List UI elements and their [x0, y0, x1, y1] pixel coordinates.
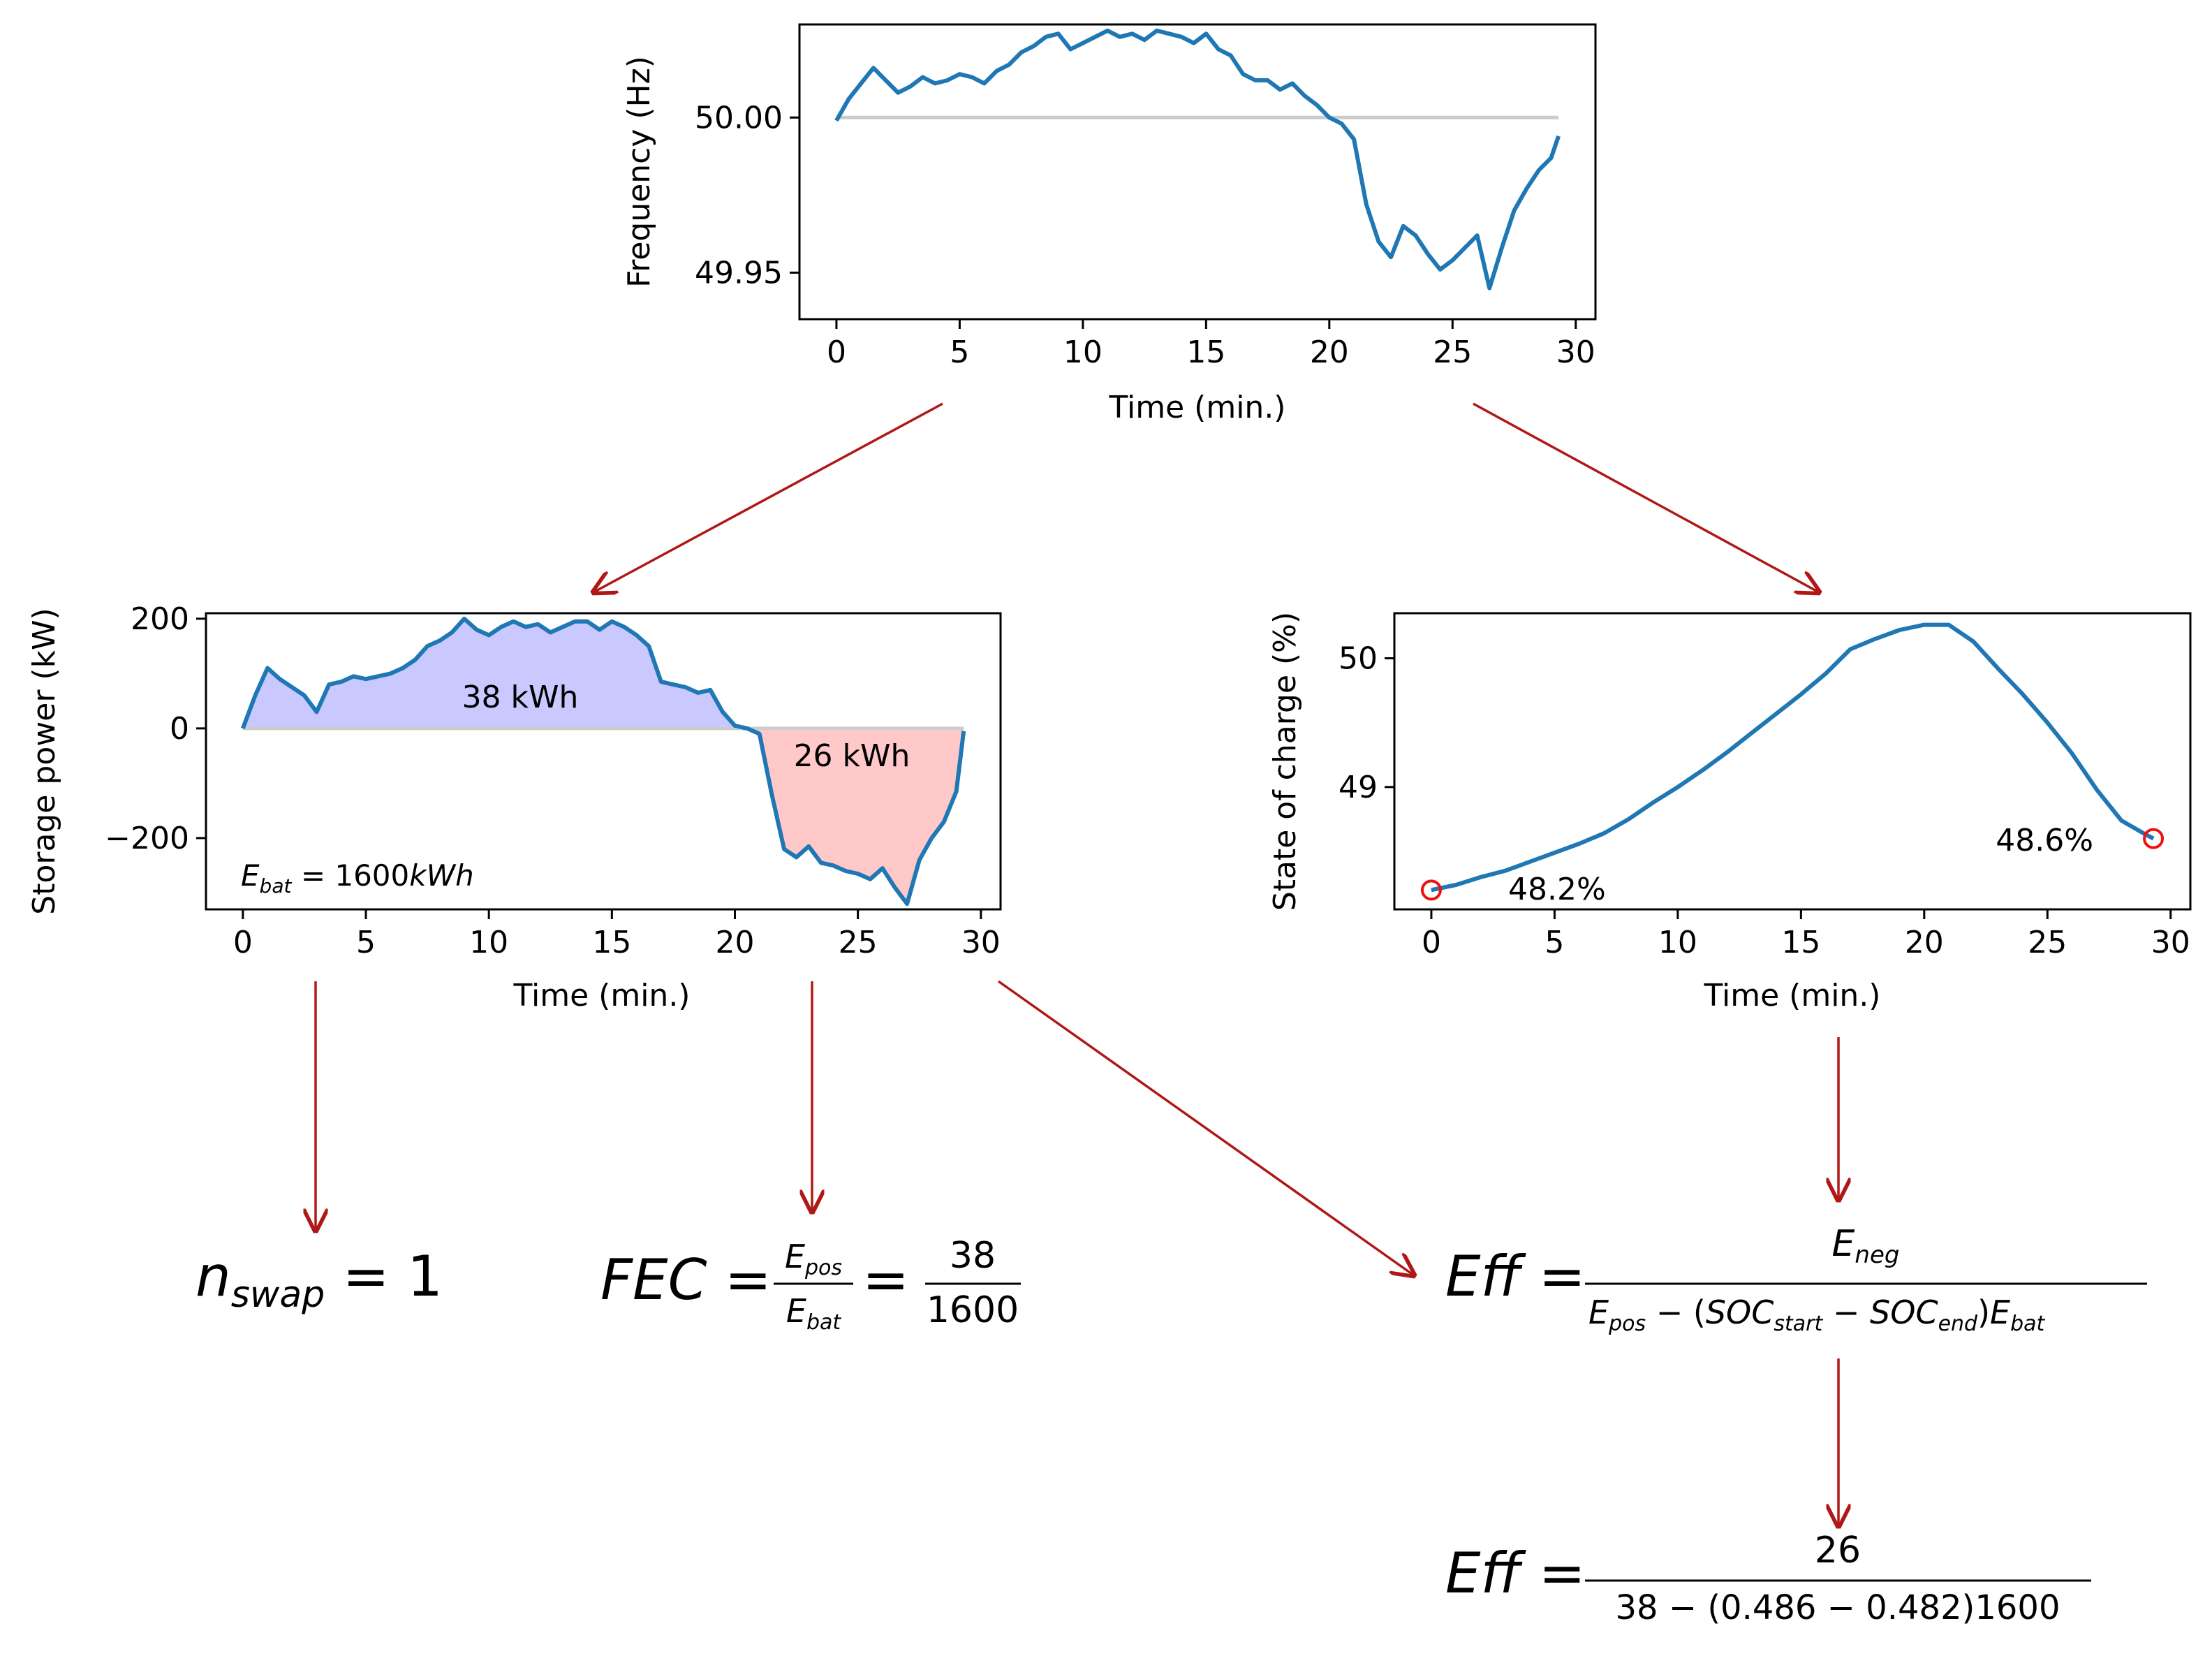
fec-denominator: 1600 [927, 1289, 1019, 1331]
frequency-y-tick-label: 49.95 [695, 255, 783, 291]
fec-formula: FEC = Epos Ebat = 38 1600 [600, 1235, 1021, 1335]
soc-start-marker [1420, 879, 1442, 901]
power-y-tick-label: 0 [170, 711, 189, 747]
arrow-frequency-to-soc [1473, 402, 1819, 592]
svg-text:Ebat: Ebat [786, 1292, 842, 1335]
power-x-tick-label: 5 [356, 925, 376, 960]
nswap-formula: nswap = 1 [196, 1244, 443, 1316]
power-y-tick-label: −200 [105, 821, 189, 856]
power-y-ticks: 200 0 −200 [105, 601, 206, 856]
power-positive-energy-label: 38 kWh [462, 680, 579, 715]
power-y-axis-label: Storage power (kW) [27, 608, 62, 914]
soc-start-label: 48.2% [1508, 872, 1606, 907]
frequency-x-tick-label: 5 [950, 335, 969, 370]
frequency-x-tick-label: 0 [827, 335, 846, 370]
power-x-ticks: 0 5 10 15 20 25 30 [233, 909, 1001, 960]
frequency-x-tick-label: 30 [1556, 335, 1595, 370]
soc-chart: 0 5 10 15 20 25 30 50 49 48.2% 48.6% Time (min.… [1267, 612, 2192, 1013]
soc-x-ticks: 0 5 10 15 20 25 30 [1422, 909, 2190, 960]
power-plot-frame [205, 612, 1002, 911]
power-x-axis-label: Time (min.) [513, 978, 691, 1013]
power-positive-area [242, 618, 964, 728]
soc-x-tick-label: 10 [1658, 925, 1697, 960]
eff-formula: Eff = Eneg Epos − (SOCstart − SOCend)Eba… [1445, 1223, 2147, 1336]
power-ebat-annotation: Ebat = 1600kWh [241, 858, 474, 897]
eff-denominator-paren: ) [1977, 1294, 1990, 1331]
power-negative-area [242, 728, 964, 904]
power-series-line [240, 616, 966, 907]
soc-end-label: 48.6% [1996, 823, 2093, 858]
frequency-x-tick-label: 25 [1433, 335, 1472, 370]
soc-end-marker [2143, 828, 2165, 849]
frequency-x-axis-label: Time (min.) [1109, 390, 1286, 425]
soc-y-ticks: 50 49 [1339, 641, 1394, 805]
frequency-x-tick-label: 15 [1186, 335, 1225, 370]
frequency-y-ticks: 50.00 49.95 [695, 100, 799, 291]
soc-y-tick-label: 49 [1339, 770, 1378, 805]
svg-text:Eff =: Eff = [1445, 1541, 1586, 1606]
eff-values-formula: Eff = 26 38 − (0.486 − 0.482)1600 [1445, 1530, 2091, 1627]
svg-text:FEC =: FEC = [600, 1247, 772, 1312]
svg-text:Eff =: Eff = [1445, 1244, 1586, 1309]
power-negative-energy-label: 26 kWh [794, 738, 910, 774]
arrow-power-to-eff [997, 980, 1414, 1275]
power-x-tick-label: 10 [469, 925, 508, 960]
flow-arrows [316, 402, 1838, 1526]
frequency-series-line [834, 28, 1561, 291]
soc-y-axis-label: State of charge (%) [1267, 612, 1303, 911]
soc-x-tick-label: 5 [1544, 925, 1564, 960]
soc-x-tick-label: 30 [2151, 925, 2190, 960]
soc-x-tick-label: 0 [1422, 925, 1441, 960]
eff-values-denominator: 38 − (0.486 − 0.482)1600 [1616, 1588, 2060, 1627]
frequency-x-tick-label: 20 [1310, 335, 1349, 370]
eff-values-numerator: 26 [1815, 1530, 1861, 1571]
power-x-tick-label: 30 [961, 925, 1001, 960]
soc-x-tick-label: 15 [1781, 925, 1820, 960]
power-ebat-value: = 1600 [291, 858, 409, 893]
power-x-tick-label: 0 [233, 925, 253, 960]
power-x-tick-label: 25 [839, 925, 878, 960]
nswap-value: = 1 [325, 1244, 443, 1309]
svg-text:Epos: Epos [785, 1238, 842, 1280]
frequency-plot-frame [798, 23, 1597, 321]
frequency-y-axis-label: Frequency (Hz) [621, 56, 657, 288]
power-ebat-unit: kWh [409, 858, 473, 893]
soc-x-tick-label: 25 [2028, 925, 2067, 960]
soc-y-tick-label: 50 [1339, 641, 1378, 677]
arrow-frequency-to-power [593, 402, 943, 592]
frequency-chart: 0 5 10 15 20 25 30 50.00 49.95 Time (min.) Freq… [621, 23, 1597, 425]
soc-x-tick-label: 20 [1905, 925, 1944, 960]
soc-plot-frame [1393, 612, 2192, 911]
svg-text:=: = [862, 1247, 909, 1312]
svg-text:Epos − (SOCstart − SOCend)Ebat: Epos − (SOCstart − SOCend)Ebat [1588, 1294, 2046, 1336]
power-y-tick-label: 200 [131, 601, 189, 637]
fec-numerator: 38 [950, 1235, 996, 1277]
soc-series-line [1431, 622, 2155, 893]
power-x-tick-label: 20 [715, 925, 754, 960]
power-x-tick-label: 15 [592, 925, 631, 960]
frequency-x-ticks: 0 5 10 15 20 25 30 [827, 319, 1595, 370]
svg-text:nswap = 1: nswap = 1 [196, 1244, 443, 1316]
svg-text:Eneg: Eneg [1832, 1223, 1900, 1269]
frequency-x-tick-label: 10 [1063, 335, 1103, 370]
frequency-y-tick-label: 50.00 [695, 100, 783, 135]
power-chart: 0 5 10 15 20 25 30 200 0 −200 38 kWh 26 kWh Ebat… [27, 601, 1002, 1013]
soc-x-axis-label: Time (min.) [1704, 978, 1881, 1013]
